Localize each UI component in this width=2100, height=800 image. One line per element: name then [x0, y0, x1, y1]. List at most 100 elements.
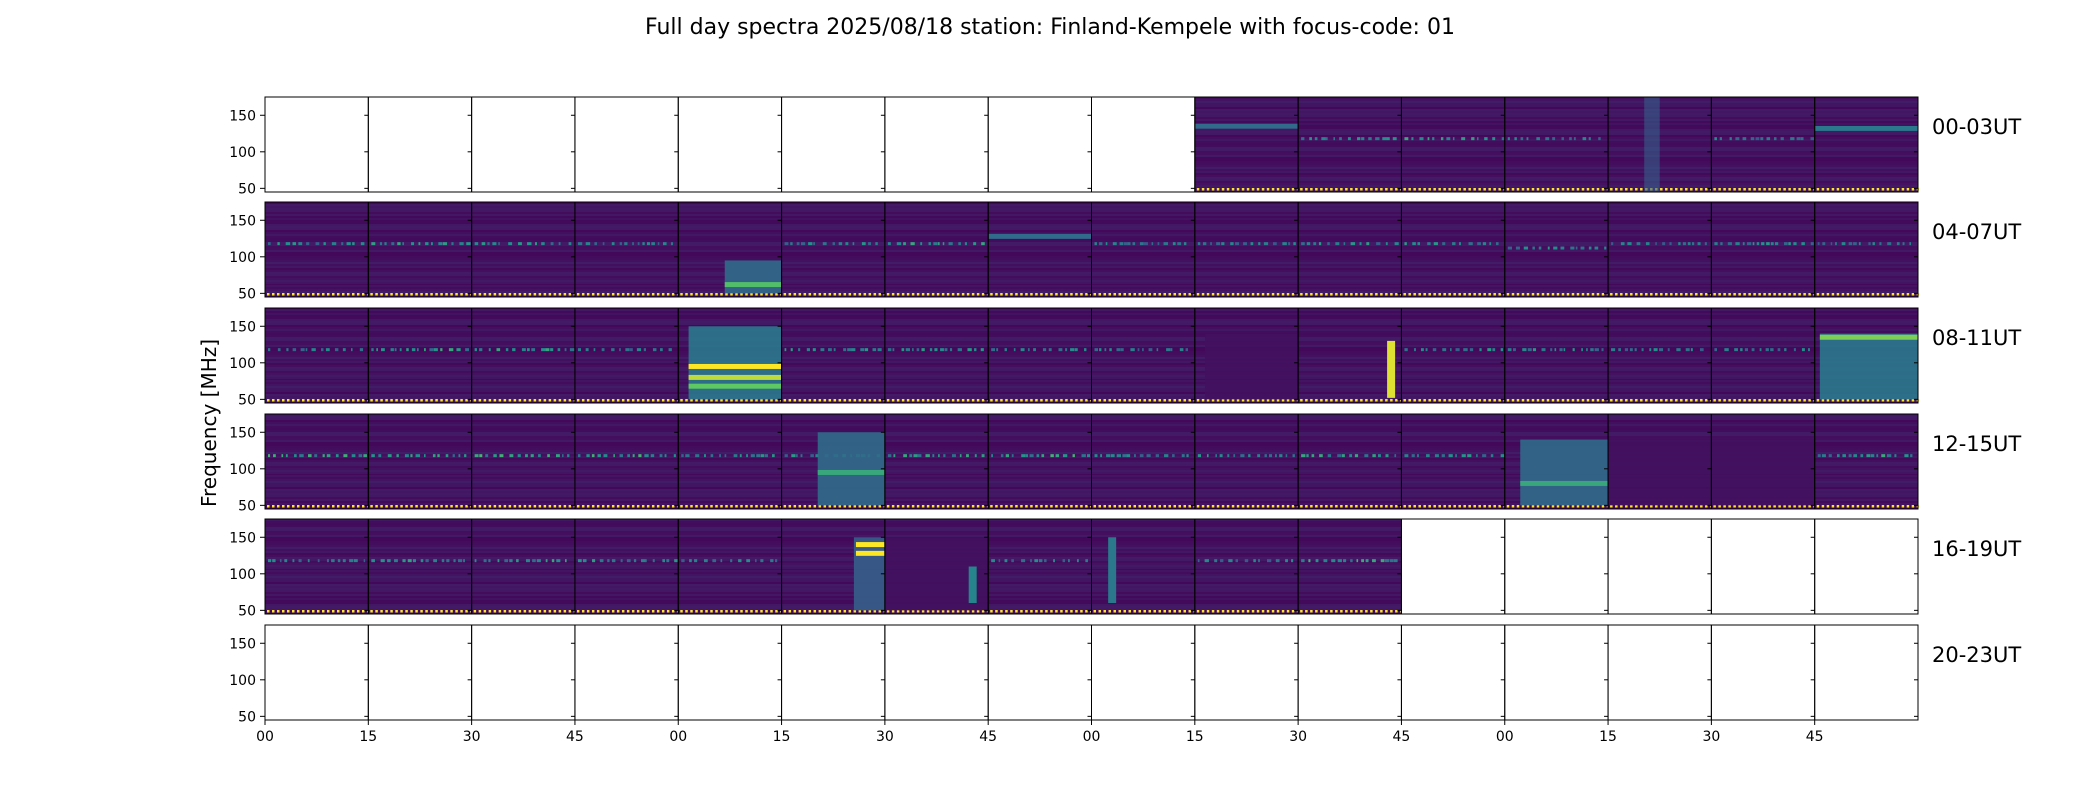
emission-line [1520, 480, 1609, 486]
spectral-feature [1611, 348, 1704, 352]
emission-block [1520, 439, 1609, 506]
interference-dash [754, 559, 757, 563]
interference-dash [1909, 242, 1912, 246]
spectrum-panel [1194, 625, 1299, 720]
baseline-dot [901, 505, 905, 508]
baseline-dot [1236, 293, 1240, 296]
interference-dash [668, 348, 672, 352]
interference-dash [1341, 454, 1345, 458]
baseline-dot [1163, 505, 1166, 508]
baseline-dot [1428, 399, 1431, 402]
baseline-dot [1345, 399, 1348, 402]
baseline-dot [1753, 399, 1756, 402]
spectrum-noise [1194, 202, 1299, 297]
baseline-dot [1093, 293, 1096, 296]
spectrum-panel [988, 97, 1092, 192]
baseline-dot [750, 293, 753, 296]
interference-dash [843, 348, 847, 352]
baseline-dot [596, 610, 600, 613]
baseline-dot [1055, 505, 1058, 508]
baseline-dot [1591, 293, 1595, 296]
interference-dash [1172, 454, 1175, 458]
interference-dash [1904, 454, 1909, 458]
spectral-feature [577, 559, 679, 563]
interference-dash [352, 242, 355, 246]
interference-dash [1319, 454, 1323, 458]
baseline-dot [1325, 293, 1328, 296]
interference-dash [650, 454, 655, 458]
baseline-dot [1350, 293, 1353, 296]
interference-dash [973, 242, 977, 246]
baseline-dot [1635, 293, 1638, 296]
interference-dash [517, 454, 521, 458]
baseline-dot [440, 505, 443, 508]
empty-panel [781, 97, 885, 192]
emission-line [688, 363, 782, 369]
baseline-dot [1403, 399, 1406, 402]
spectrum-noise [1091, 519, 1195, 614]
baseline-dot [1546, 293, 1550, 296]
baseline-dot [1216, 399, 1220, 402]
spectrum-panel [678, 519, 783, 614]
baseline-dot [1438, 505, 1441, 508]
baseline-dot [946, 293, 950, 296]
baseline-dot [666, 399, 670, 402]
baseline-dot [1070, 505, 1073, 508]
baseline-dot [891, 293, 895, 296]
interference-dash [268, 348, 271, 352]
baseline-dot [488, 505, 492, 508]
baseline-dot [1345, 293, 1348, 296]
baseline-dot [1881, 188, 1885, 191]
baseline-dot [656, 610, 660, 613]
interference-dash [1446, 137, 1451, 141]
interference-dash [1318, 242, 1322, 246]
interference-dash [1590, 348, 1594, 352]
emission-block [1205, 333, 1299, 400]
interference-dash [1119, 242, 1124, 246]
baseline-dot [1816, 293, 1820, 296]
baseline-dot [1498, 399, 1501, 402]
spectrum-noise [574, 202, 679, 297]
baseline-dot [775, 505, 778, 508]
baseline-dot [272, 610, 275, 613]
baseline-dot [1221, 293, 1225, 296]
baseline-dot [1340, 188, 1343, 191]
spectrum-panel [1091, 308, 1196, 403]
baseline-dot [878, 293, 882, 296]
interference-dash [877, 348, 882, 352]
spectrum-panel [1608, 202, 1713, 297]
baseline-dot [765, 293, 768, 296]
spectrum-noise [1298, 519, 1402, 614]
baseline-dot [395, 293, 398, 296]
baseline-dot [1851, 293, 1855, 296]
baseline-dot [267, 293, 270, 296]
interference-dash [1020, 348, 1025, 352]
interference-dash [305, 348, 308, 352]
baseline-dot [838, 293, 842, 296]
baseline-dot [1680, 188, 1683, 191]
baseline-dot [755, 610, 758, 613]
baseline-dot [1758, 293, 1761, 296]
interference-dash [750, 454, 755, 458]
interference-dash [1482, 242, 1487, 246]
empty-panel [1711, 519, 1815, 614]
baseline-dot [1226, 505, 1230, 508]
baseline-dot [596, 293, 600, 296]
baseline-dot [435, 293, 438, 296]
interference-dash [1301, 137, 1305, 141]
interference-dash [1204, 559, 1209, 563]
baseline-dot [1276, 399, 1280, 402]
spectrum-panel [1298, 519, 1403, 614]
baseline-dot [931, 505, 935, 508]
x-axis-ticks: 00 15 30 45 00 15 30 45 00 15 30 45 00 15 30 45 [256, 720, 1824, 745]
baseline-dot [1748, 505, 1751, 508]
baseline-dot [1675, 293, 1678, 296]
baseline-dot [1458, 505, 1461, 508]
spectral-feature [817, 469, 885, 475]
interference-dash [1034, 559, 1039, 563]
spectral-feature [1301, 242, 1399, 246]
interference-dash [1197, 242, 1201, 246]
spectrum-panel [781, 97, 885, 192]
interference-dash [934, 348, 938, 352]
baseline-dot [1591, 505, 1595, 508]
